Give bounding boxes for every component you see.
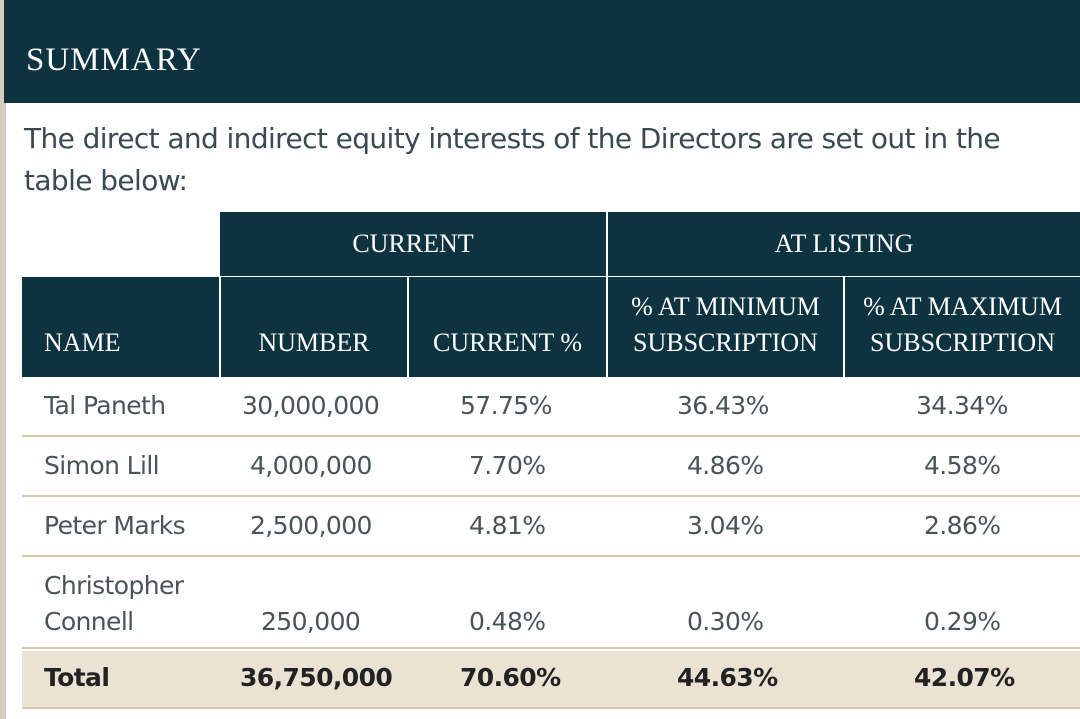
cell-total-min-subscription: 44.63% — [677, 663, 778, 692]
cell-current-pct: 0.48% — [469, 607, 546, 636]
column-header-current-pct-label: CURRENT % — [432, 328, 583, 357]
group-header-at-listing-label: AT LISTING — [774, 229, 914, 258]
cell-current-pct: 4.81% — [469, 511, 546, 540]
cell-number: 250,000 — [261, 607, 361, 636]
table-row: Peter Marks 2,500,000 4.81% 3.04% 2.86% — [22, 499, 1080, 557]
cell-number: 30,000,000 — [242, 391, 380, 420]
section-header: SUMMARY — [4, 0, 1080, 103]
column-header-number-label: NUMBER — [258, 328, 370, 357]
column-header-current-pct: CURRENT % — [409, 277, 606, 377]
cell-name: Peter Marks — [44, 511, 186, 540]
cell-total-max-subscription: 42.07% — [914, 663, 1015, 692]
equity-interests-table: CURRENT AT LISTING NAME NUMBER CURRENT %… — [22, 212, 1080, 719]
group-header-current: CURRENT — [220, 212, 606, 276]
cell-total-number: 36,750,000 — [240, 663, 393, 692]
cell-max-subscription: 34.34% — [916, 391, 1008, 420]
table-row: Simon Lill 4,000,000 7.70% 4.86% 4.58% — [22, 439, 1080, 497]
cell-max-subscription: 4.58% — [924, 451, 1001, 480]
cell-name-line2: Connell — [44, 607, 134, 636]
cell-name-line1: Christopher — [44, 571, 184, 600]
column-header-min-subscription: % AT MINIMUM SUBSCRIPTION — [608, 277, 843, 377]
column-header-number: NUMBER — [221, 277, 407, 377]
cell-min-subscription: 3.04% — [687, 511, 764, 540]
intro-paragraph: The direct and indirect equity interests… — [24, 122, 1001, 197]
total-row: Total 36,750,000 70.60% 44.63% 42.07% — [22, 651, 1080, 709]
cell-max-subscription: 2.86% — [924, 511, 1001, 540]
table-row: Christopher Connell 250,000 0.48% 0.30% … — [22, 559, 1080, 649]
cell-name: Tal Paneth — [44, 391, 166, 420]
group-header-current-label: CURRENT — [352, 229, 474, 258]
section-title: SUMMARY — [26, 42, 202, 78]
cell-total-label: Total — [44, 663, 110, 692]
cell-number: 2,500,000 — [250, 511, 372, 540]
column-header-max-line1: % AT MAXIMUM — [863, 292, 1062, 321]
column-header-name: NAME — [22, 277, 219, 377]
cell-min-subscription: 4.86% — [687, 451, 764, 480]
cell-total-current-pct: 70.60% — [460, 663, 561, 692]
column-header-min-line2: SUBSCRIPTION — [633, 328, 818, 357]
table-row: Tal Paneth 30,000,000 57.75% 36.43% 34.3… — [22, 377, 1080, 437]
cell-current-pct: 7.70% — [469, 451, 546, 480]
group-header-at-listing: AT LISTING — [608, 212, 1080, 276]
cell-min-subscription: 36.43% — [677, 391, 769, 420]
cell-max-subscription: 0.29% — [924, 607, 1001, 636]
cell-current-pct: 57.75% — [460, 391, 552, 420]
cell-min-subscription: 0.30% — [687, 607, 764, 636]
column-header-max-subscription: % AT MAXIMUM SUBSCRIPTION — [845, 277, 1080, 377]
cell-name: Simon Lill — [44, 451, 160, 480]
left-margin-rule — [0, 0, 6, 719]
column-header-name-label: NAME — [44, 328, 121, 357]
column-header-max-line2: SUBSCRIPTION — [870, 328, 1055, 357]
cell-number: 4,000,000 — [250, 451, 372, 480]
column-header-min-line1: % AT MINIMUM — [631, 292, 820, 321]
